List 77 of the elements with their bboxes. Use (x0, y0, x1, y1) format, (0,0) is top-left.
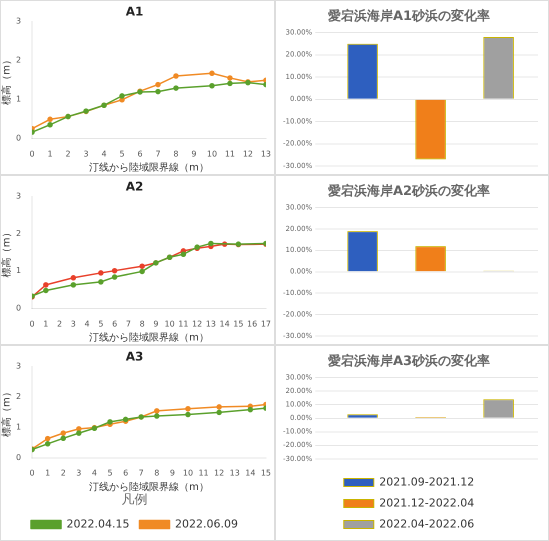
x-tick-label: 15 (260, 468, 272, 478)
x-tick-label: 1 (48, 149, 53, 158)
x-tick-label: 10 (182, 468, 194, 478)
x-tick-label: 9 (191, 149, 197, 158)
x-tick-label: 4 (101, 149, 107, 158)
legend-label: 2021.09-2021.12 (379, 475, 474, 488)
x-tick-label: 13 (206, 319, 216, 328)
x-tick-label: 11 (198, 468, 209, 478)
y-axis-title: 標高（m） (0, 228, 13, 278)
x-tick-label: 2 (60, 468, 66, 478)
x-tick-label: 0 (30, 319, 35, 328)
x-tick-label: 8 (173, 149, 179, 158)
x-tick-label: 8 (154, 468, 160, 478)
x-tick-label: 17 (260, 319, 272, 328)
x-tick-label: 16 (247, 319, 258, 328)
x-tick-label: 4 (84, 319, 90, 328)
x-tick-label: 6 (137, 149, 143, 158)
chart-title: 愛宕浜海岸A1砂浜の変化率 (328, 8, 490, 24)
chart-title: 愛宕浜海岸A3砂浜の変化率 (328, 353, 490, 370)
legend-label: 2021.12-2022.04 (379, 496, 474, 510)
x-tick-label: 5 (98, 319, 104, 328)
y-tick-label: 2 (16, 392, 22, 401)
x-tick-label: 4 (92, 468, 97, 478)
x-tick-label: 15 (233, 319, 244, 328)
y-tick-label: 3 (16, 191, 22, 200)
y-tick-label: 1 (16, 266, 22, 276)
x-tick-label: 1 (43, 319, 48, 328)
x-tick-label: 9 (170, 468, 175, 478)
x-axis-title: 汀线から陸域限界線（m） (89, 480, 209, 493)
x-tick-label: 13 (260, 149, 272, 158)
y-tick-label: 0 (16, 133, 22, 142)
y-tick-label: 2 (16, 55, 22, 64)
chart-title: A1 (126, 4, 144, 18)
x-tick-label: 12 (242, 149, 254, 158)
x-tick-label: 12 (214, 468, 224, 478)
x-tick-label: 12 (192, 319, 202, 328)
y-tick-label: 1 (16, 422, 22, 432)
y-tick-label: 1 (16, 94, 22, 104)
x-tick-label: 3 (70, 319, 76, 328)
x-tick-label: 14 (245, 468, 256, 478)
x-tick-label: 10 (164, 319, 175, 328)
x-tick-label: 6 (123, 468, 128, 478)
chart-title: A2 (126, 179, 144, 194)
x-tick-label: 7 (138, 468, 144, 478)
y-tick-label: 2 (16, 228, 22, 238)
y-tick-label: 0 (16, 303, 22, 312)
x-tick-label: 6 (112, 319, 118, 328)
x-tick-label: 11 (178, 319, 188, 328)
x-tick-label: 3 (76, 468, 82, 478)
x-tick-label: 10 (206, 149, 218, 158)
x-tick-label: 2 (66, 149, 71, 158)
x-tick-label: 0 (30, 468, 35, 478)
y-tick-label: 0 (16, 452, 22, 462)
x-tick-label: 7 (155, 149, 161, 158)
x-tick-label: 0 (30, 149, 35, 158)
y-axis-title: 標高（m） (0, 387, 13, 437)
x-tick-label: 8 (140, 319, 145, 328)
x-axis-title: 汀线から陸域限界線（m） (89, 332, 209, 344)
x-axis-title: 汀线から陸域限界線（m） (89, 162, 209, 174)
x-tick-label: 3 (84, 149, 89, 158)
chart-title: A3 (126, 349, 144, 364)
x-tick-label: 14 (220, 319, 230, 328)
y-tick-label: 3 (16, 16, 22, 26)
x-tick-label: 13 (230, 468, 240, 478)
legend-label: 2022.04.15 (66, 517, 130, 530)
y-axis-title: 標高（m） (0, 55, 13, 105)
y-tick-label: 3 (16, 361, 22, 370)
x-tick-label: 5 (107, 468, 113, 478)
legend-label: 2022.04-2022.06 (379, 517, 474, 530)
x-tick-label: 7 (126, 319, 131, 328)
legend-label: 2022.06.09 (175, 517, 238, 530)
x-tick-label: 5 (119, 149, 125, 158)
x-tick-label: 11 (224, 149, 236, 158)
x-tick-label: 9 (153, 319, 158, 328)
x-tick-label: 1 (45, 468, 50, 478)
chart-title: 愛宕浜海岸A2砂浜の変化率 (328, 183, 490, 200)
x-tick-label: 2 (57, 319, 62, 328)
